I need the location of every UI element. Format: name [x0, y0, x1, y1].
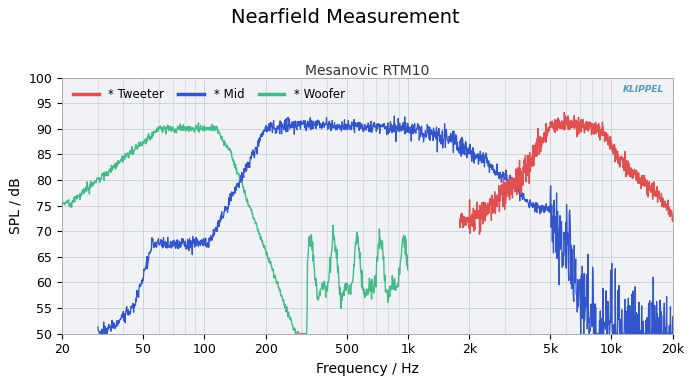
Text: Nearfield Measurement: Nearfield Measurement [230, 8, 460, 27]
X-axis label: Frequency / Hz: Frequency / Hz [316, 362, 419, 376]
Title: Mesanovic RTM10: Mesanovic RTM10 [305, 64, 430, 78]
Y-axis label: SPL / dB: SPL / dB [9, 177, 23, 234]
Text: KLIPPEL: KLIPPEL [622, 85, 664, 94]
Legend: * Tweeter, * Mid, * Woofer: * Tweeter, * Mid, * Woofer [68, 83, 350, 106]
